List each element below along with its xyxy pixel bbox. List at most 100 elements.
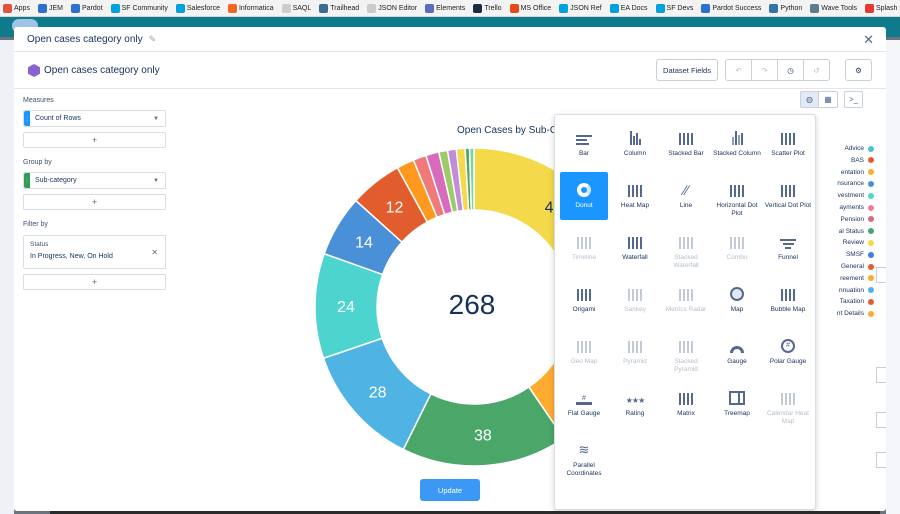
chart-type-donut[interactable]: Donut — [560, 172, 608, 220]
bookmark-item[interactable]: SAQL — [281, 3, 311, 13]
chart-type-calendar-heat-map[interactable]: Calendar Heat Map — [764, 380, 812, 428]
bookmark-item[interactable]: EA Docs — [609, 3, 648, 13]
bookmark-item[interactable]: Wave Tools — [810, 3, 857, 13]
legend-item[interactable]: Taxation — [840, 298, 874, 305]
bookmark-item[interactable]: Informatica — [227, 3, 274, 13]
chart-type-funnel[interactable]: Funnel — [764, 224, 812, 272]
legend-label: Pension — [840, 215, 865, 223]
group-pill[interactable]: ⋮ Sub-category ▼ — [23, 172, 166, 189]
chart-type-pyramid[interactable]: Pyramid — [611, 328, 659, 376]
donut-slice[interactable] — [468, 147, 475, 211]
bookmark-item[interactable]: Trailhead — [319, 3, 360, 13]
chart-type-heat-map[interactable]: Heat Map — [611, 172, 659, 220]
legend-item[interactable]: ayments — [839, 204, 874, 211]
chart-type-scatter-plot[interactable]: Scatter Plot — [764, 120, 812, 168]
chart-type-sankey[interactable]: Sankey — [611, 276, 659, 324]
legend-item[interactable]: SMSF — [846, 251, 874, 258]
chart-view-button[interactable]: ◍ — [800, 91, 819, 108]
bookmark-item[interactable]: Pardot — [70, 3, 103, 13]
bookmark-icon — [509, 3, 519, 13]
measure-pill[interactable]: ⋮ Count of Rows ▼ — [23, 110, 166, 127]
saql-view-button[interactable]: >_ — [844, 91, 863, 108]
bookmark-item[interactable]: JEM — [37, 3, 63, 13]
legend-item[interactable]: Advice — [844, 145, 874, 152]
bookmark-item[interactable]: SF Devs — [655, 3, 693, 13]
legend-label: General — [840, 263, 864, 270]
update-button[interactable]: Update — [420, 479, 480, 501]
remove-filter-icon[interactable]: ✕ — [151, 248, 158, 257]
legend-item[interactable]: General — [841, 263, 874, 270]
legend-item[interactable]: nnuation — [839, 287, 874, 294]
chart-type-polar-gauge[interactable]: # Polar Gauge — [764, 328, 812, 376]
chart-type-column[interactable]: Column — [611, 120, 659, 168]
chart-type-line[interactable]: ⁄⁄ Line — [662, 172, 710, 220]
legend-item[interactable]: Pension — [840, 215, 874, 223]
bookmark-icon — [559, 3, 569, 13]
group-value: Sub-category — [35, 177, 77, 184]
chart-type-matrix[interactable]: Matrix — [662, 380, 710, 428]
chart-type-stacked-waterfall[interactable]: Stacked Waterfall — [662, 224, 710, 272]
legend-item[interactable]: nt Details — [837, 310, 874, 317]
chevron-down-icon[interactable]: ▼ — [153, 177, 159, 184]
chart-type-stacked-bar[interactable]: Stacked Bar — [662, 120, 710, 168]
dataset-fields-button[interactable]: Dataset Fields — [656, 59, 718, 81]
add-group-button[interactable]: + — [23, 194, 166, 210]
chart-type-map[interactable]: Map — [713, 276, 761, 324]
bookmark-item[interactable]: JSON Editor — [367, 3, 417, 13]
chart-type-horizontal-dot-plot[interactable]: Horizontal Dot Plot — [713, 172, 761, 220]
chart-type-timeline[interactable]: Timeline — [560, 224, 608, 272]
legend-item[interactable]: nsurance — [837, 180, 874, 187]
redo-button[interactable]: ↷ — [751, 59, 778, 81]
close-icon[interactable]: ✕ — [863, 32, 874, 47]
legend-item[interactable]: BAS — [851, 157, 874, 164]
background-field-edge — [876, 267, 886, 283]
chart-type-metrics-radar[interactable]: Metrics Radar — [662, 276, 710, 324]
legend-item[interactable]: entation — [841, 169, 874, 176]
chart-type-geo-map[interactable]: Geo Map — [560, 328, 608, 376]
reset-button[interactable]: ↺ — [803, 59, 830, 81]
chart-type-treemap[interactable]: Treemap — [713, 380, 761, 428]
undo-button[interactable]: ↶ — [725, 59, 752, 81]
chevron-down-icon[interactable]: ▼ — [153, 115, 159, 122]
chart-type-origami[interactable]: Origami — [560, 276, 608, 324]
bookmark-item[interactable]: Pardot Success — [701, 3, 761, 13]
chart-type-flat-gauge[interactable]: # Flat Gauge — [560, 380, 608, 428]
chart-type-waterfall[interactable]: Waterfall — [611, 224, 659, 272]
legend-swatch — [868, 239, 874, 246]
history-button[interactable]: ◷ — [777, 59, 804, 81]
bookmark-item[interactable]: SF Community — [110, 3, 168, 13]
chart-type-gauge[interactable]: Gauge — [713, 328, 761, 376]
chart-type-stacked-pyramid[interactable]: Stacked Pyramid — [662, 328, 710, 376]
chart-type-bar[interactable]: Bar — [560, 120, 608, 168]
chart-type-vertical-dot-plot[interactable]: Vertical Dot Plot — [764, 172, 812, 220]
legend-item[interactable]: vestment — [838, 192, 874, 199]
add-filter-button[interactable]: + — [23, 274, 166, 290]
bookmark-label: Python — [780, 4, 803, 12]
chart-type-bubble-map[interactable]: Bubble Map — [764, 276, 812, 324]
legend-item[interactable]: reement — [840, 275, 874, 282]
bookmark-item[interactable]: MS Office — [509, 3, 551, 13]
chart-type-parallel-coordinates[interactable]: ≋ Parallel Coordinates — [560, 432, 608, 480]
chart-type-rating[interactable]: ★★★ Rating — [611, 380, 659, 428]
settings-button[interactable]: ⚙ — [845, 59, 872, 81]
chart-type-label: Polar Gauge — [769, 358, 807, 365]
chart-type-stacked-column[interactable]: Stacked Column — [713, 120, 761, 168]
bookmark-label: Trailhead — [330, 4, 360, 12]
chart-type-label: Vertical Dot Plot — [764, 202, 812, 209]
bookmark-item[interactable]: Elements — [425, 3, 465, 13]
add-measure-button[interactable]: + — [23, 132, 166, 148]
bookmark-item[interactable]: Apps — [3, 3, 30, 13]
bookmark-item[interactable]: JSON Ref — [559, 3, 602, 13]
bookmark-item[interactable]: Python — [769, 3, 803, 13]
chart-type-combo[interactable]: Combo — [713, 224, 761, 272]
pencil-icon[interactable]: ✎ — [148, 34, 157, 44]
table-view-button[interactable]: ▦ — [819, 91, 838, 108]
legend-item[interactable]: Review — [843, 239, 874, 246]
bookmark-item[interactable]: Splash — [865, 3, 897, 13]
chart-type-label: Map — [730, 306, 744, 313]
bookmark-item[interactable]: Trello — [473, 3, 502, 13]
bookmark-item[interactable]: Salesforce — [175, 3, 220, 13]
legend-item[interactable]: al Status — [839, 228, 874, 235]
filter-card[interactable]: Status In Progress, New, On Hold ✕ — [23, 235, 166, 269]
bookmark-icon — [37, 3, 47, 13]
